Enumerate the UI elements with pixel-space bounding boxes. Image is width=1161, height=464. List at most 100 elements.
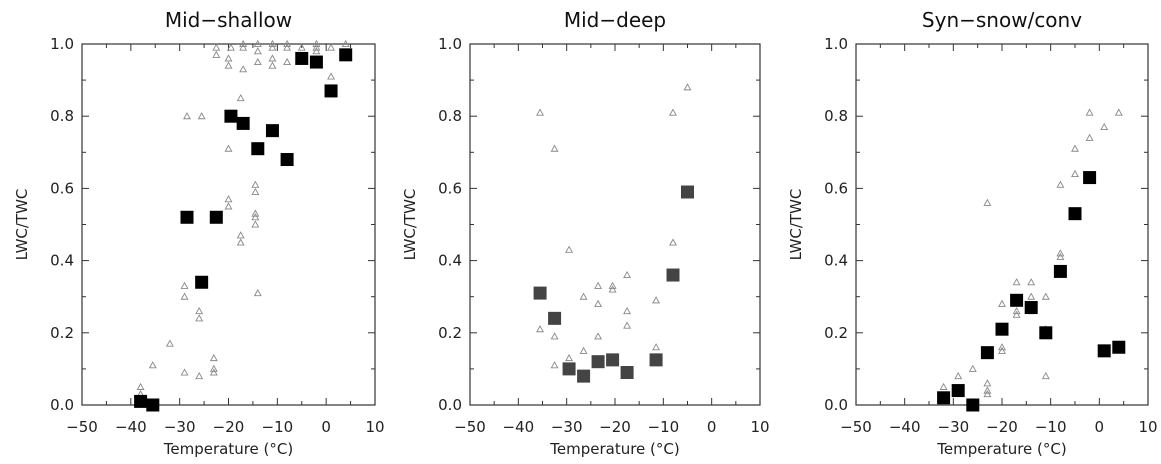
triangle-point bbox=[623, 270, 632, 279]
plot-frame bbox=[81, 43, 376, 406]
triangle-point bbox=[195, 314, 204, 322]
y-tick-label: 1.0 bbox=[824, 35, 848, 53]
triangle-point bbox=[550, 332, 559, 340]
square-point bbox=[251, 142, 265, 156]
square-point bbox=[309, 55, 323, 69]
triangle-point bbox=[594, 299, 603, 307]
x-tick-label: −20 bbox=[599, 418, 631, 436]
x-tick-label: −40 bbox=[503, 418, 535, 436]
triangle-point bbox=[1027, 278, 1036, 286]
chart-title: Syn−snow/conv bbox=[922, 8, 1082, 32]
triangle-point bbox=[183, 112, 191, 120]
triangle-point bbox=[1056, 249, 1065, 257]
y-tick-label: 0.4 bbox=[50, 252, 74, 270]
triangle-point bbox=[253, 47, 262, 55]
x-tick-label: −20 bbox=[986, 418, 1018, 436]
triangle-point bbox=[1041, 292, 1050, 300]
triangle-point bbox=[998, 346, 1006, 354]
triangle-point bbox=[669, 238, 677, 246]
x-tick-label: 10 bbox=[365, 418, 384, 436]
triangle-point bbox=[1012, 310, 1021, 318]
y-tick-label: 1.0 bbox=[438, 35, 462, 53]
square-point bbox=[1024, 301, 1038, 315]
triangle-point bbox=[1085, 133, 1094, 141]
triangle-point bbox=[212, 43, 221, 51]
x-tick-label: −30 bbox=[938, 418, 970, 436]
triangle-point bbox=[968, 364, 977, 372]
triangle-point bbox=[683, 83, 692, 91]
square-point bbox=[649, 353, 663, 367]
y-tick-label: 1.0 bbox=[50, 35, 74, 53]
square-point bbox=[134, 394, 148, 408]
x-tick-label: 0 bbox=[321, 418, 331, 436]
x-tick-label: −50 bbox=[66, 418, 98, 436]
square-point bbox=[280, 153, 294, 167]
square-point bbox=[1010, 293, 1024, 307]
triangle-point bbox=[327, 72, 336, 80]
square-point bbox=[591, 355, 605, 369]
triangle-point bbox=[1056, 180, 1065, 188]
triangle-point bbox=[136, 382, 145, 390]
triangle-point bbox=[283, 43, 292, 51]
square-point bbox=[533, 286, 547, 300]
x-tick-label: −10 bbox=[1035, 418, 1067, 436]
triangle-point bbox=[148, 361, 157, 369]
triangle-point bbox=[297, 43, 306, 51]
triangle-point bbox=[268, 43, 277, 51]
triangle-point bbox=[224, 61, 233, 69]
triangle-point bbox=[652, 296, 661, 304]
square-point bbox=[1068, 207, 1082, 221]
square-point bbox=[1097, 344, 1111, 358]
triangle-point bbox=[1027, 292, 1036, 300]
triangle-point bbox=[180, 292, 189, 300]
square-point bbox=[339, 48, 353, 62]
y-tick-label: 0.0 bbox=[50, 396, 74, 414]
triangle-point bbox=[226, 43, 235, 51]
triangle-point bbox=[1085, 108, 1094, 116]
triangle-point bbox=[1012, 307, 1021, 315]
square-point bbox=[209, 210, 223, 224]
triangle-point bbox=[1012, 278, 1021, 286]
x-tick-label: 0 bbox=[1095, 418, 1105, 436]
chart-panel-3: Syn−snow/conv −50 −40 −30 −20 −10 0 10 0.0 0.2 0.4… bbox=[787, 8, 1158, 458]
triangle-point bbox=[209, 368, 218, 376]
square-point bbox=[995, 322, 1009, 336]
y-tick-label: 0.0 bbox=[438, 396, 462, 414]
triangle-point bbox=[253, 57, 262, 66]
y-tick-label: 0.8 bbox=[50, 107, 74, 125]
triangle-point bbox=[224, 202, 233, 210]
triangle-point bbox=[341, 39, 350, 48]
triangle-point bbox=[1056, 252, 1065, 260]
triangle-point bbox=[565, 353, 574, 362]
triangle-point bbox=[197, 112, 206, 120]
y-axis-label: LWC/TWC bbox=[13, 189, 31, 261]
square-point bbox=[577, 369, 591, 383]
square-point bbox=[1039, 326, 1053, 340]
triangle-point bbox=[652, 343, 661, 351]
triangle-point bbox=[253, 288, 262, 297]
triangle-point bbox=[239, 43, 248, 51]
plot-frame bbox=[469, 43, 761, 406]
triangle-point bbox=[165, 339, 174, 347]
triangle-point bbox=[251, 209, 260, 217]
square-point bbox=[236, 116, 250, 130]
square-point bbox=[681, 185, 694, 199]
triangle-point bbox=[195, 307, 204, 315]
triangle-point bbox=[224, 54, 233, 62]
x-axis-label: Temperature (°C) bbox=[549, 440, 679, 458]
y-tick-label: 0.8 bbox=[438, 107, 462, 125]
square-point bbox=[666, 268, 680, 282]
x-axis-label: Temperature (°C) bbox=[936, 440, 1066, 458]
triangle-point bbox=[224, 144, 233, 152]
y-tick-label: 0.8 bbox=[824, 107, 848, 125]
triangle-point bbox=[180, 281, 189, 289]
x-tick-label: −40 bbox=[115, 418, 147, 436]
x-tick-label: 10 bbox=[750, 418, 769, 436]
triangle-point bbox=[536, 108, 545, 116]
square-point bbox=[966, 398, 980, 412]
x-tick-label: −50 bbox=[454, 418, 486, 436]
triangle-point bbox=[939, 382, 948, 390]
square-point bbox=[324, 84, 338, 98]
triangle-point bbox=[669, 108, 677, 116]
